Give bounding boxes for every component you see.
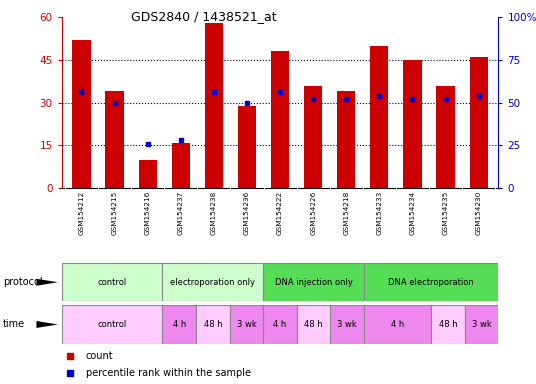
Text: 48 h: 48 h bbox=[304, 320, 323, 329]
Text: 48 h: 48 h bbox=[439, 320, 457, 329]
Text: GSM154215: GSM154215 bbox=[111, 190, 117, 235]
Text: GSM154233: GSM154233 bbox=[376, 190, 382, 235]
Bar bbox=[172, 142, 190, 188]
Text: DNA electroporation: DNA electroporation bbox=[389, 278, 474, 287]
Bar bbox=[470, 57, 488, 188]
Text: GSM154236: GSM154236 bbox=[244, 190, 250, 235]
Text: count: count bbox=[86, 351, 113, 361]
Bar bbox=[139, 160, 157, 188]
Bar bbox=[205, 23, 223, 188]
Text: GSM154234: GSM154234 bbox=[410, 190, 415, 235]
Bar bbox=[431, 305, 465, 344]
Bar bbox=[271, 51, 289, 188]
Text: GSM154235: GSM154235 bbox=[443, 190, 449, 235]
Bar bbox=[304, 86, 322, 188]
Text: 3 wk: 3 wk bbox=[337, 320, 357, 329]
Text: GSM154216: GSM154216 bbox=[145, 190, 151, 235]
Polygon shape bbox=[36, 321, 58, 328]
Text: GDS2840 / 1438521_at: GDS2840 / 1438521_at bbox=[131, 10, 277, 23]
Text: 3 wk: 3 wk bbox=[236, 320, 256, 329]
Bar bbox=[331, 305, 364, 344]
Text: GSM154212: GSM154212 bbox=[78, 190, 85, 235]
Text: GSM154238: GSM154238 bbox=[211, 190, 217, 235]
Bar bbox=[403, 60, 421, 188]
Bar bbox=[62, 305, 162, 344]
Polygon shape bbox=[36, 279, 58, 286]
Bar bbox=[162, 263, 263, 301]
Text: GSM154226: GSM154226 bbox=[310, 190, 316, 235]
Text: DNA injection only: DNA injection only bbox=[275, 278, 353, 287]
Text: GSM154230: GSM154230 bbox=[475, 190, 482, 235]
Bar bbox=[162, 305, 196, 344]
Text: protocol: protocol bbox=[3, 277, 42, 287]
Bar bbox=[62, 263, 162, 301]
Text: GSM154222: GSM154222 bbox=[277, 190, 283, 235]
Bar bbox=[263, 263, 364, 301]
Text: percentile rank within the sample: percentile rank within the sample bbox=[86, 368, 251, 378]
Text: control: control bbox=[98, 278, 126, 287]
Bar bbox=[72, 40, 91, 188]
Text: 4 h: 4 h bbox=[273, 320, 287, 329]
Bar bbox=[465, 305, 498, 344]
Bar bbox=[337, 91, 355, 188]
Text: GSM154237: GSM154237 bbox=[178, 190, 184, 235]
Bar bbox=[364, 305, 431, 344]
Text: time: time bbox=[3, 319, 25, 329]
Bar bbox=[436, 86, 455, 188]
Text: control: control bbox=[98, 320, 126, 329]
Bar bbox=[370, 46, 389, 188]
Text: 4 h: 4 h bbox=[173, 320, 186, 329]
Text: 3 wk: 3 wk bbox=[472, 320, 492, 329]
Bar bbox=[106, 91, 124, 188]
Text: 48 h: 48 h bbox=[204, 320, 222, 329]
Text: GSM154218: GSM154218 bbox=[343, 190, 349, 235]
Bar bbox=[297, 305, 331, 344]
Bar bbox=[196, 305, 229, 344]
Text: electroporation only: electroporation only bbox=[170, 278, 255, 287]
Bar bbox=[229, 305, 263, 344]
Bar bbox=[263, 305, 297, 344]
Bar bbox=[364, 263, 498, 301]
Text: 4 h: 4 h bbox=[391, 320, 404, 329]
Bar bbox=[238, 106, 256, 188]
